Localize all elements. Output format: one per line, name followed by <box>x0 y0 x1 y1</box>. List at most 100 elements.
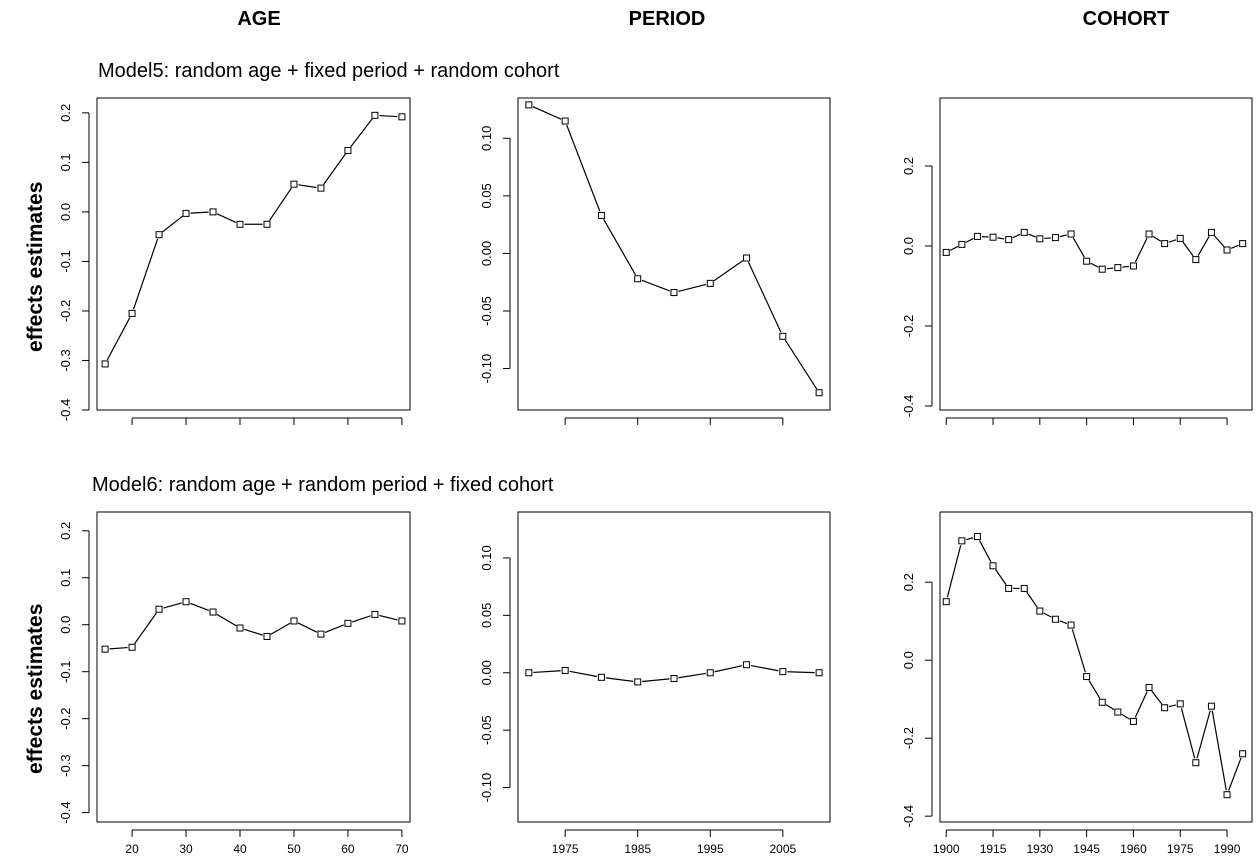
row2-age-data-point <box>209 608 217 616</box>
row1-cohort-series-line <box>1182 241 1194 257</box>
row2-age-x-tick-label: 50 <box>287 842 301 856</box>
row1-cohort-y-tick-label: -0.4 <box>901 395 916 417</box>
row2-cohort-series-line <box>1134 691 1148 718</box>
row1-cohort-series-line <box>1134 237 1148 263</box>
row2-cohort-data-point <box>1161 704 1169 712</box>
row2-age-series-line <box>379 614 398 621</box>
row2-cohort-series-line <box>979 540 992 563</box>
row2-age-series-line <box>297 622 318 633</box>
row1-period-series-line <box>784 339 818 390</box>
row1-cohort-data-point <box>973 232 981 240</box>
row1-cohort-y-tick-label: 0.2 <box>901 157 916 175</box>
row1-cohort-data-point <box>1098 265 1106 273</box>
row1-period-panel: -0.10 -0.05 0.00 0.05 0.10 <box>479 97 831 425</box>
row1-period-series-line <box>641 279 671 292</box>
row2-cohort-series-line <box>946 545 962 598</box>
row2-cohort-data-point <box>1020 584 1028 592</box>
row2-period-x-tick-label: 1995 <box>697 842 724 856</box>
column-title-period: PERIOD <box>628 8 706 30</box>
row1-period-series-line <box>603 219 637 276</box>
row2-cohort-y-tick-label: 0.2 <box>901 573 916 591</box>
row2-period-x-tick-label: 1985 <box>624 842 651 856</box>
column-title-cohort: COHORT <box>1082 8 1170 30</box>
row2-age-data-point <box>182 598 190 606</box>
row1-age-y-tick-label: -0.2 <box>58 300 73 322</box>
row1-cohort-series-line <box>997 237 1005 240</box>
row2-cohort-series-line <box>995 569 1007 586</box>
row2-period-data-point <box>779 668 787 676</box>
row2-age-series-line <box>270 622 291 635</box>
row1-cohort-series-line <box>1044 237 1051 240</box>
row1-cohort-data-point <box>1192 256 1200 264</box>
row1-cohort-data-point <box>1129 262 1137 270</box>
row2-period-plot-frame <box>517 511 831 823</box>
row2-period-series-line <box>533 670 561 674</box>
row2-age-y-tick-label: -0.3 <box>58 754 73 776</box>
row2-age-panel: 20 30 40 50 60 70 -0.4 -0.3 -0.2 -0.1 0.0 0.1 0.2 <box>58 511 411 856</box>
row1-cohort-data-point <box>1083 257 1091 265</box>
row2-cohort-data-point <box>1051 615 1059 623</box>
row2-cohort-x-tick-label: 1975 <box>1167 842 1194 856</box>
row1-age-plot-frame <box>96 97 411 411</box>
row1-cohort-series-line <box>949 245 959 251</box>
row2-cohort-y-tick-label: 0.0 <box>901 651 916 669</box>
row1-age-panel: -0.4 -0.3 -0.2 -0.1 0.0 0.1 0.2 <box>58 97 411 425</box>
row2-cohort-series-line <box>1168 704 1177 708</box>
row1-age-y-tick-label: -0.3 <box>58 349 73 371</box>
row1-age-series-line <box>132 238 159 310</box>
row1-cohort-data-point <box>1176 234 1184 242</box>
row1-cohort-series-line <box>1168 239 1177 243</box>
row1-model-label: Model <box>98 60 153 82</box>
row2-cohort-data-point <box>1223 791 1231 799</box>
row2-age-data-point <box>128 643 136 651</box>
row2-period-series-line <box>750 664 779 672</box>
row2-cohort-series-line <box>1026 591 1038 608</box>
row1-age-data-point <box>344 146 352 154</box>
row2-age-plot-frame <box>96 511 411 823</box>
row1-cohort-data-point <box>942 248 950 256</box>
row1-cohort-plot-frame <box>939 97 1253 411</box>
row2-cohort-x-tick-label: 1945 <box>1073 842 1100 856</box>
row1-period-data-point <box>525 101 533 109</box>
row2-age-x-tick-label: 20 <box>125 842 139 856</box>
row1-cohort-series-line <box>1122 265 1130 268</box>
row1-age-series-line <box>379 114 398 118</box>
row2-age-data-point <box>236 624 244 632</box>
row1-age-series-line <box>162 215 183 233</box>
row1-period-series-line <box>747 261 782 333</box>
row2-cohort-data-point <box>1067 621 1075 629</box>
row2-cohort-data-point <box>942 598 950 606</box>
row1-age-data-point <box>263 220 271 228</box>
row2-period-series-line <box>605 677 634 682</box>
row1-age-y-tick-label: 0.1 <box>58 153 73 171</box>
row2-cohort-panel: 1900 1915 1930 1945 1960 1975 1990 -0.4 -0.2 0.0 0… <box>901 511 1253 856</box>
row2-cohort-series-line <box>1211 710 1227 791</box>
row2-cohort-series-line <box>1196 710 1211 759</box>
row2-cohort-data-point <box>1083 673 1091 681</box>
row2-cohort-series-line <box>1180 708 1196 759</box>
row1-period-y-tick-label: -0.10 <box>479 354 494 384</box>
row2-period-series-line <box>714 665 743 673</box>
row1-age-data-point <box>101 360 109 368</box>
row1-cohort-series-line <box>1028 233 1036 238</box>
row2-period-y-tick-label: 0.00 <box>479 660 494 685</box>
row1-age-data-point <box>371 111 379 119</box>
row2-period-panel: 1975 1985 1995 2005 -0.10 -0.05 0.00 0.05 0.10 <box>479 511 831 856</box>
row2-age-y-tick-label: -0.2 <box>58 707 73 729</box>
row2-age-data-point <box>101 645 109 653</box>
row2-age-data-point <box>371 610 379 618</box>
row1-period-data-point <box>743 254 751 262</box>
row1-age-series-line <box>298 184 317 189</box>
row1-cohort-data-point <box>1145 230 1153 238</box>
row2-period-series-line <box>787 671 815 674</box>
row1-age-data-point <box>398 113 406 121</box>
row2-cohort-x-tick-label: 1915 <box>980 842 1007 856</box>
row2-cohort-data-point <box>1176 700 1184 708</box>
row1-cohort-series-line <box>1059 234 1067 238</box>
row2-period-y-tick-label: 0.10 <box>479 545 494 570</box>
row2-period-data-point <box>706 669 714 677</box>
row1-period-y-tick-label: -0.05 <box>479 296 494 326</box>
row1-age-series-line <box>216 213 237 223</box>
row2-age-data-point <box>398 617 406 625</box>
